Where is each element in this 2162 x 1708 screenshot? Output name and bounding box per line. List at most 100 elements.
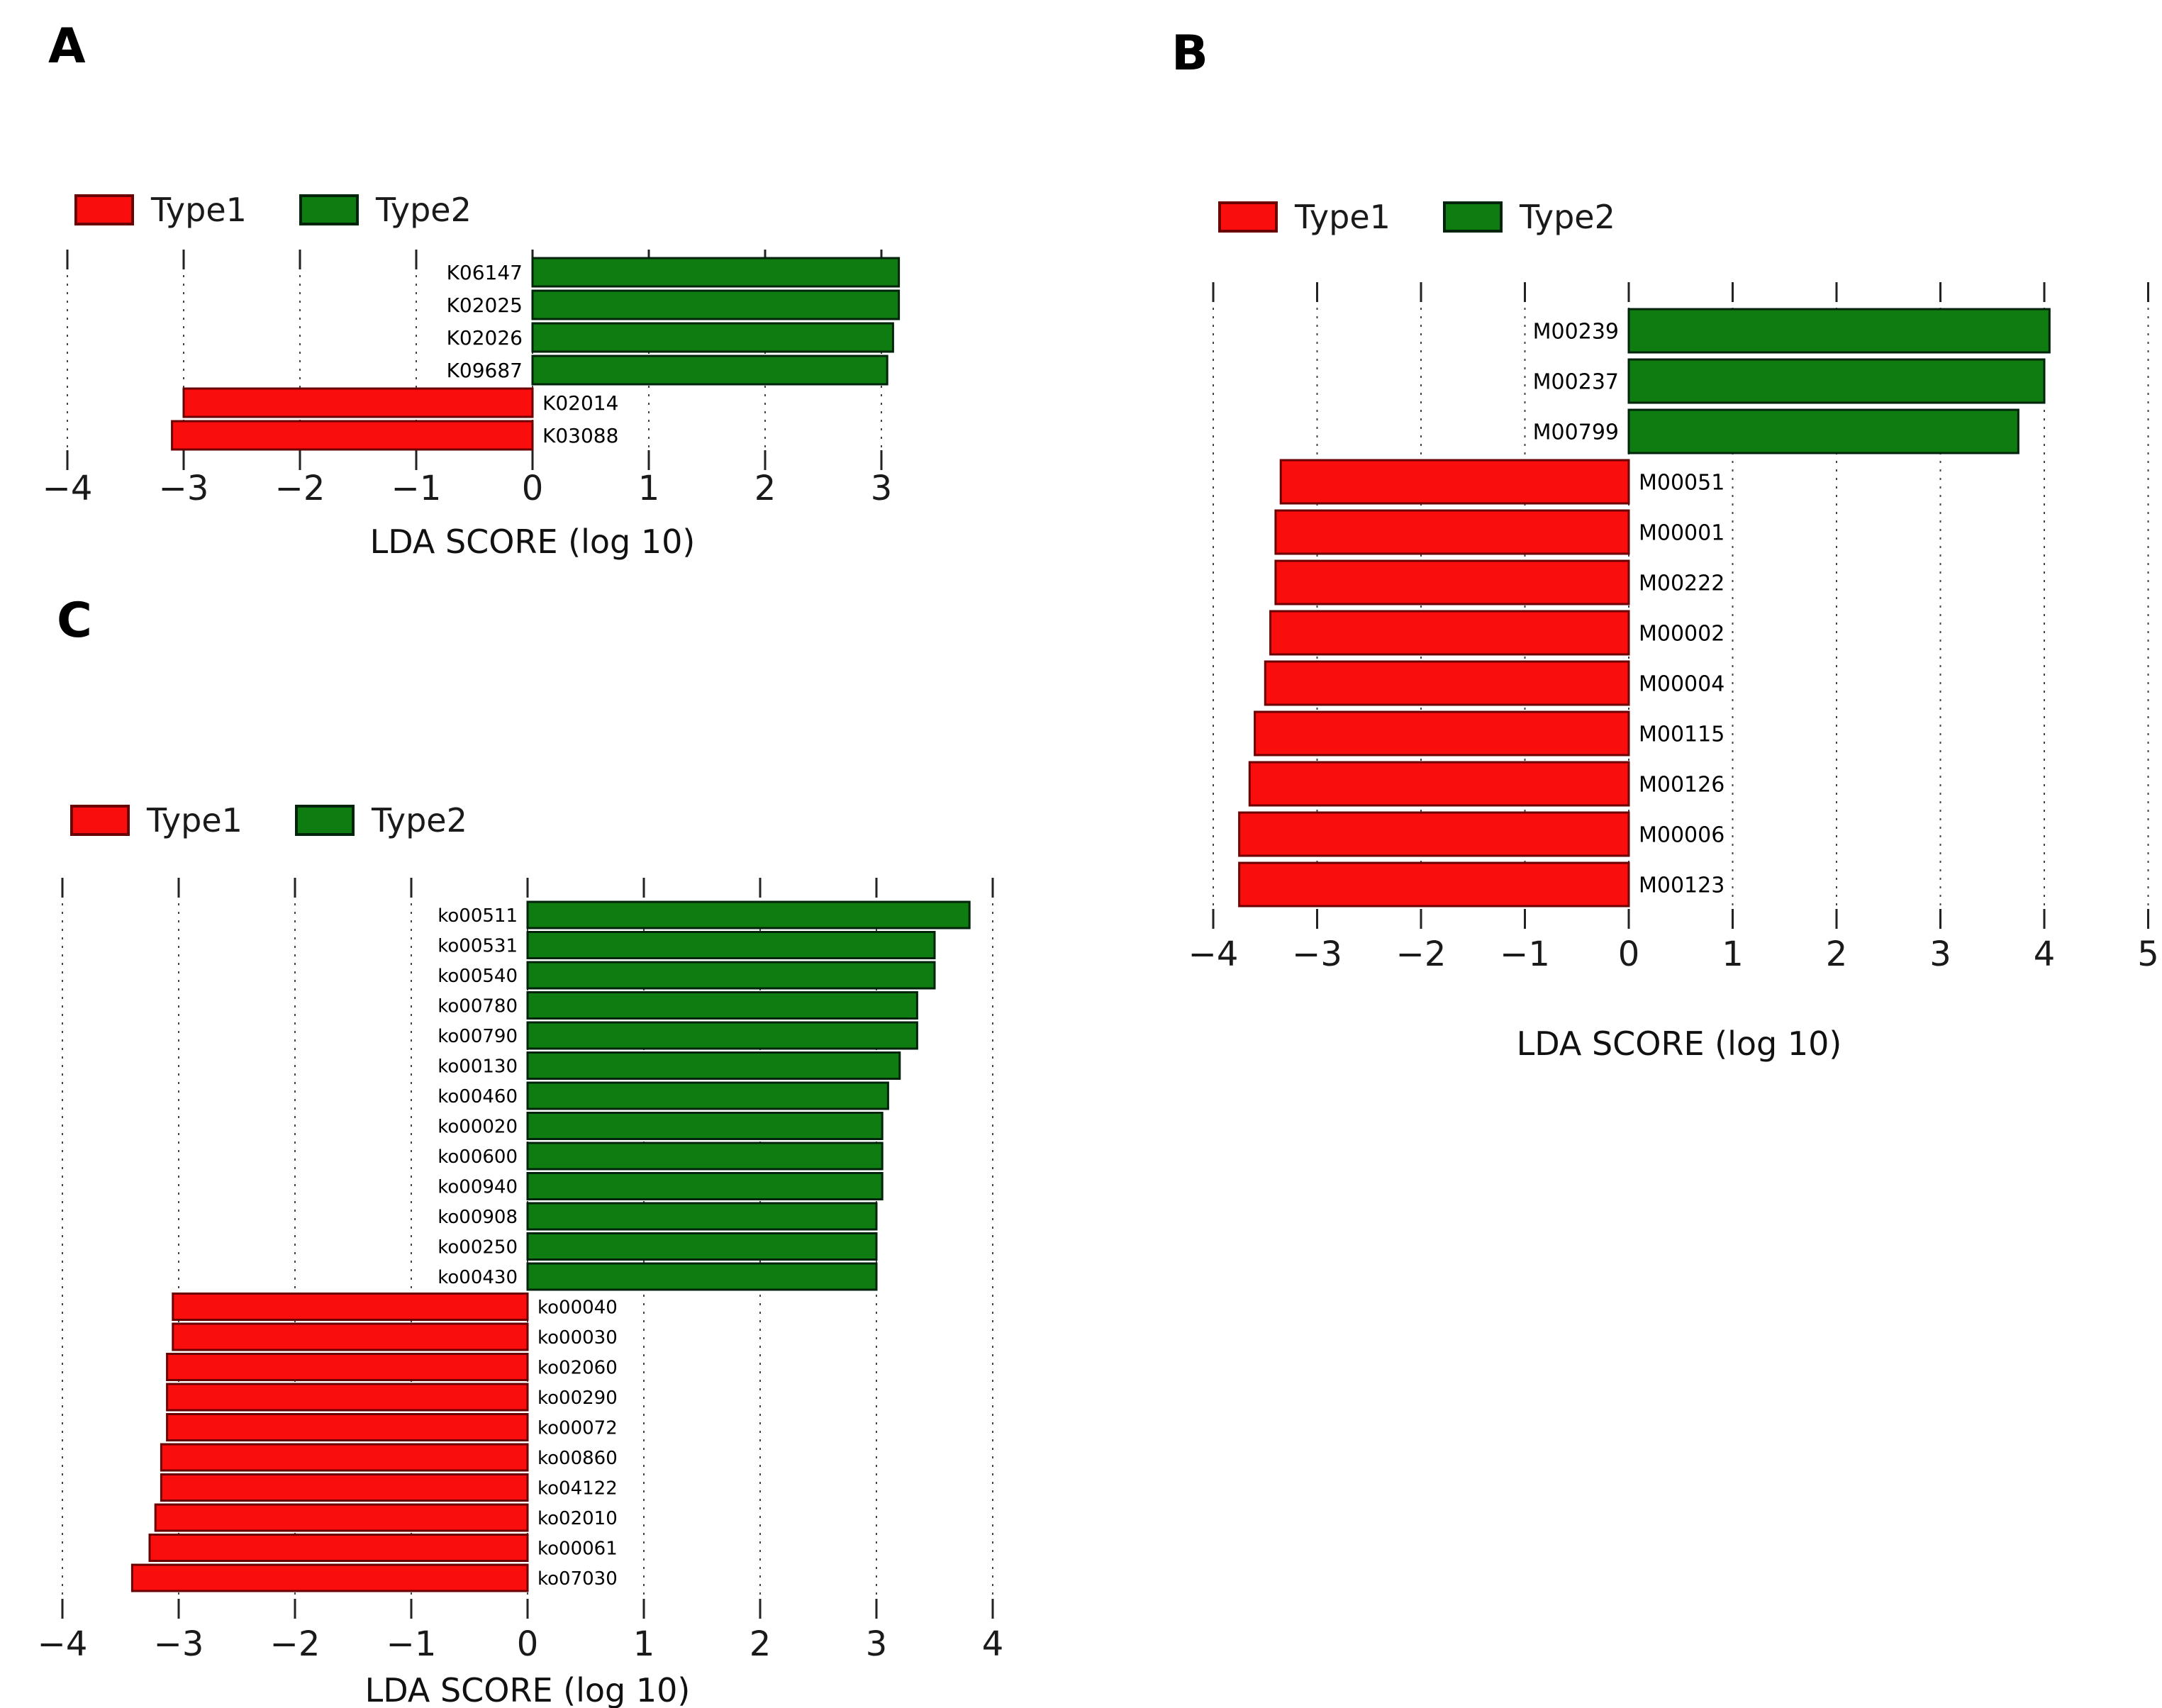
x-tick-label: −4 — [1188, 934, 1239, 974]
bar-label: M00237 — [1533, 369, 1619, 394]
legend-type1-swatch — [1218, 201, 1278, 233]
bar-type2 — [526, 1021, 918, 1050]
legend-type1-label: Type1 — [151, 191, 247, 229]
bar-type1 — [130, 1563, 529, 1592]
bar-label: ko00540 — [438, 966, 518, 987]
bar-type2 — [526, 1142, 884, 1171]
bar-type1 — [160, 1443, 529, 1472]
legend-type2-swatch — [294, 805, 355, 836]
bar-type2 — [531, 289, 901, 320]
legend-type1-swatch — [70, 805, 130, 836]
legend-type2-label: Type2 — [371, 801, 467, 839]
bar-type1 — [1248, 761, 1630, 807]
bar-label: ko00780 — [438, 995, 518, 1017]
legend-type2-label: Type2 — [375, 191, 472, 229]
bar-label: ko00531 — [438, 935, 518, 956]
bar-type2 — [526, 1172, 884, 1200]
bar-type2 — [526, 1232, 878, 1261]
bar-label: M00051 — [1639, 470, 1724, 495]
plot-panel-b: −4 −3 −2 −1 0 1 2 3 4 5 M00239 M00237 M00799 M00051 M0… — [1188, 282, 2159, 974]
bar-label: ko00511 — [438, 905, 518, 927]
bar-label: ko02010 — [537, 1508, 618, 1529]
x-tick-label: 0 — [517, 1624, 539, 1664]
bar-label: K02025 — [447, 294, 523, 317]
x-tick-label: −2 — [1396, 934, 1447, 974]
bar-type2 — [526, 931, 936, 959]
x-tick-label: 2 — [750, 1624, 771, 1664]
x-tick-label: 5 — [2137, 934, 2159, 974]
bar-label: ko04122 — [537, 1478, 618, 1499]
bar-type2 — [526, 1081, 889, 1110]
x-tick-label: 4 — [982, 1624, 1004, 1664]
bar-label: ko00290 — [537, 1388, 618, 1409]
bar-label: M00004 — [1639, 671, 1724, 696]
bar-type2 — [1627, 308, 2051, 354]
legend-panel-a: Type1 Type2 — [74, 193, 524, 227]
bar-label: M00002 — [1639, 621, 1724, 646]
x-tick-label: −2 — [270, 1624, 321, 1664]
bar-type1 — [171, 420, 534, 451]
bar-type1 — [148, 1534, 529, 1562]
plot-panel-a: −4 −3 −2 −1 0 1 2 3 K06147 K02025 K02026 K09687 K020… — [43, 250, 901, 508]
bar-label: ko00130 — [438, 1056, 518, 1077]
bar-label: ko02060 — [537, 1357, 618, 1378]
bar-label: M00126 — [1639, 772, 1724, 797]
x-tick-label: −4 — [38, 1624, 88, 1664]
legend-type2-label: Type2 — [1519, 198, 1615, 236]
bar-type2 — [526, 1112, 884, 1140]
bar-type1 — [1238, 811, 1630, 857]
legend-panel-b: Type1 Type2 — [1218, 200, 1668, 234]
bar-label: M00799 — [1533, 420, 1619, 445]
bar-type1 — [154, 1503, 529, 1532]
bar-label: K09687 — [447, 359, 523, 382]
bar-label: ko00061 — [537, 1538, 618, 1559]
bar-label: M00123 — [1639, 873, 1724, 898]
x-tick-label: 1 — [633, 1624, 655, 1664]
bar-label: ko00940 — [438, 1176, 518, 1198]
plot-panel-c: −4 −3 −2 −1 0 1 2 3 4 ko00511 ko00531 ko00540 ko0078… — [38, 878, 1004, 1664]
bar-label: M00006 — [1639, 822, 1724, 847]
x-tick-label: 2 — [754, 469, 776, 508]
bar-type2 — [1627, 358, 2046, 404]
x-tick-label: 0 — [522, 469, 544, 508]
legend-type2-swatch — [299, 194, 359, 225]
x-tick-label: −3 — [159, 469, 209, 508]
x-tick-label: −4 — [43, 469, 93, 508]
bar-label: K03088 — [542, 424, 618, 447]
x-tick-label: −1 — [386, 1624, 437, 1664]
bar-label: ko00790 — [438, 1026, 518, 1047]
bar-type1 — [166, 1353, 529, 1381]
legend-type1-swatch — [74, 194, 134, 225]
panel-letter-a: A — [48, 18, 86, 74]
x-tick-label: 3 — [866, 1624, 888, 1664]
x-tick-label: −2 — [275, 469, 325, 508]
bar-type1 — [182, 387, 534, 418]
bar-type1 — [166, 1413, 529, 1441]
bar-type1 — [172, 1322, 529, 1351]
bar-label: ko00040 — [537, 1297, 618, 1318]
x-axis-title-a: LDA SCORE (log 10) — [370, 523, 696, 561]
bar-label: M00115 — [1639, 722, 1724, 747]
bar-type1 — [1254, 710, 1630, 757]
x-tick-label: −1 — [391, 469, 442, 508]
x-tick-label: 3 — [871, 469, 893, 508]
bar-type1 — [166, 1383, 529, 1412]
bar-label: M00001 — [1639, 520, 1724, 545]
bar-label: ko07030 — [537, 1568, 618, 1590]
bar-label: M00239 — [1533, 319, 1619, 344]
bar-type1 — [1274, 509, 1630, 555]
bar-label: ko00908 — [438, 1207, 518, 1228]
x-tick-label: 4 — [2034, 934, 2056, 974]
bar-type2 — [531, 257, 901, 288]
bar-label: M00222 — [1639, 571, 1724, 596]
bar-type1 — [1279, 459, 1630, 505]
x-tick-label: 2 — [1826, 934, 1848, 974]
x-tick-label: 3 — [1929, 934, 1951, 974]
bar-type2 — [526, 1262, 878, 1291]
bar-label: ko00030 — [537, 1327, 618, 1349]
x-tick-label: −3 — [154, 1624, 204, 1664]
bar-type1 — [160, 1473, 529, 1502]
bar-label: K02014 — [542, 391, 618, 415]
bar-type2 — [531, 322, 894, 353]
bar-type1 — [1269, 610, 1630, 656]
